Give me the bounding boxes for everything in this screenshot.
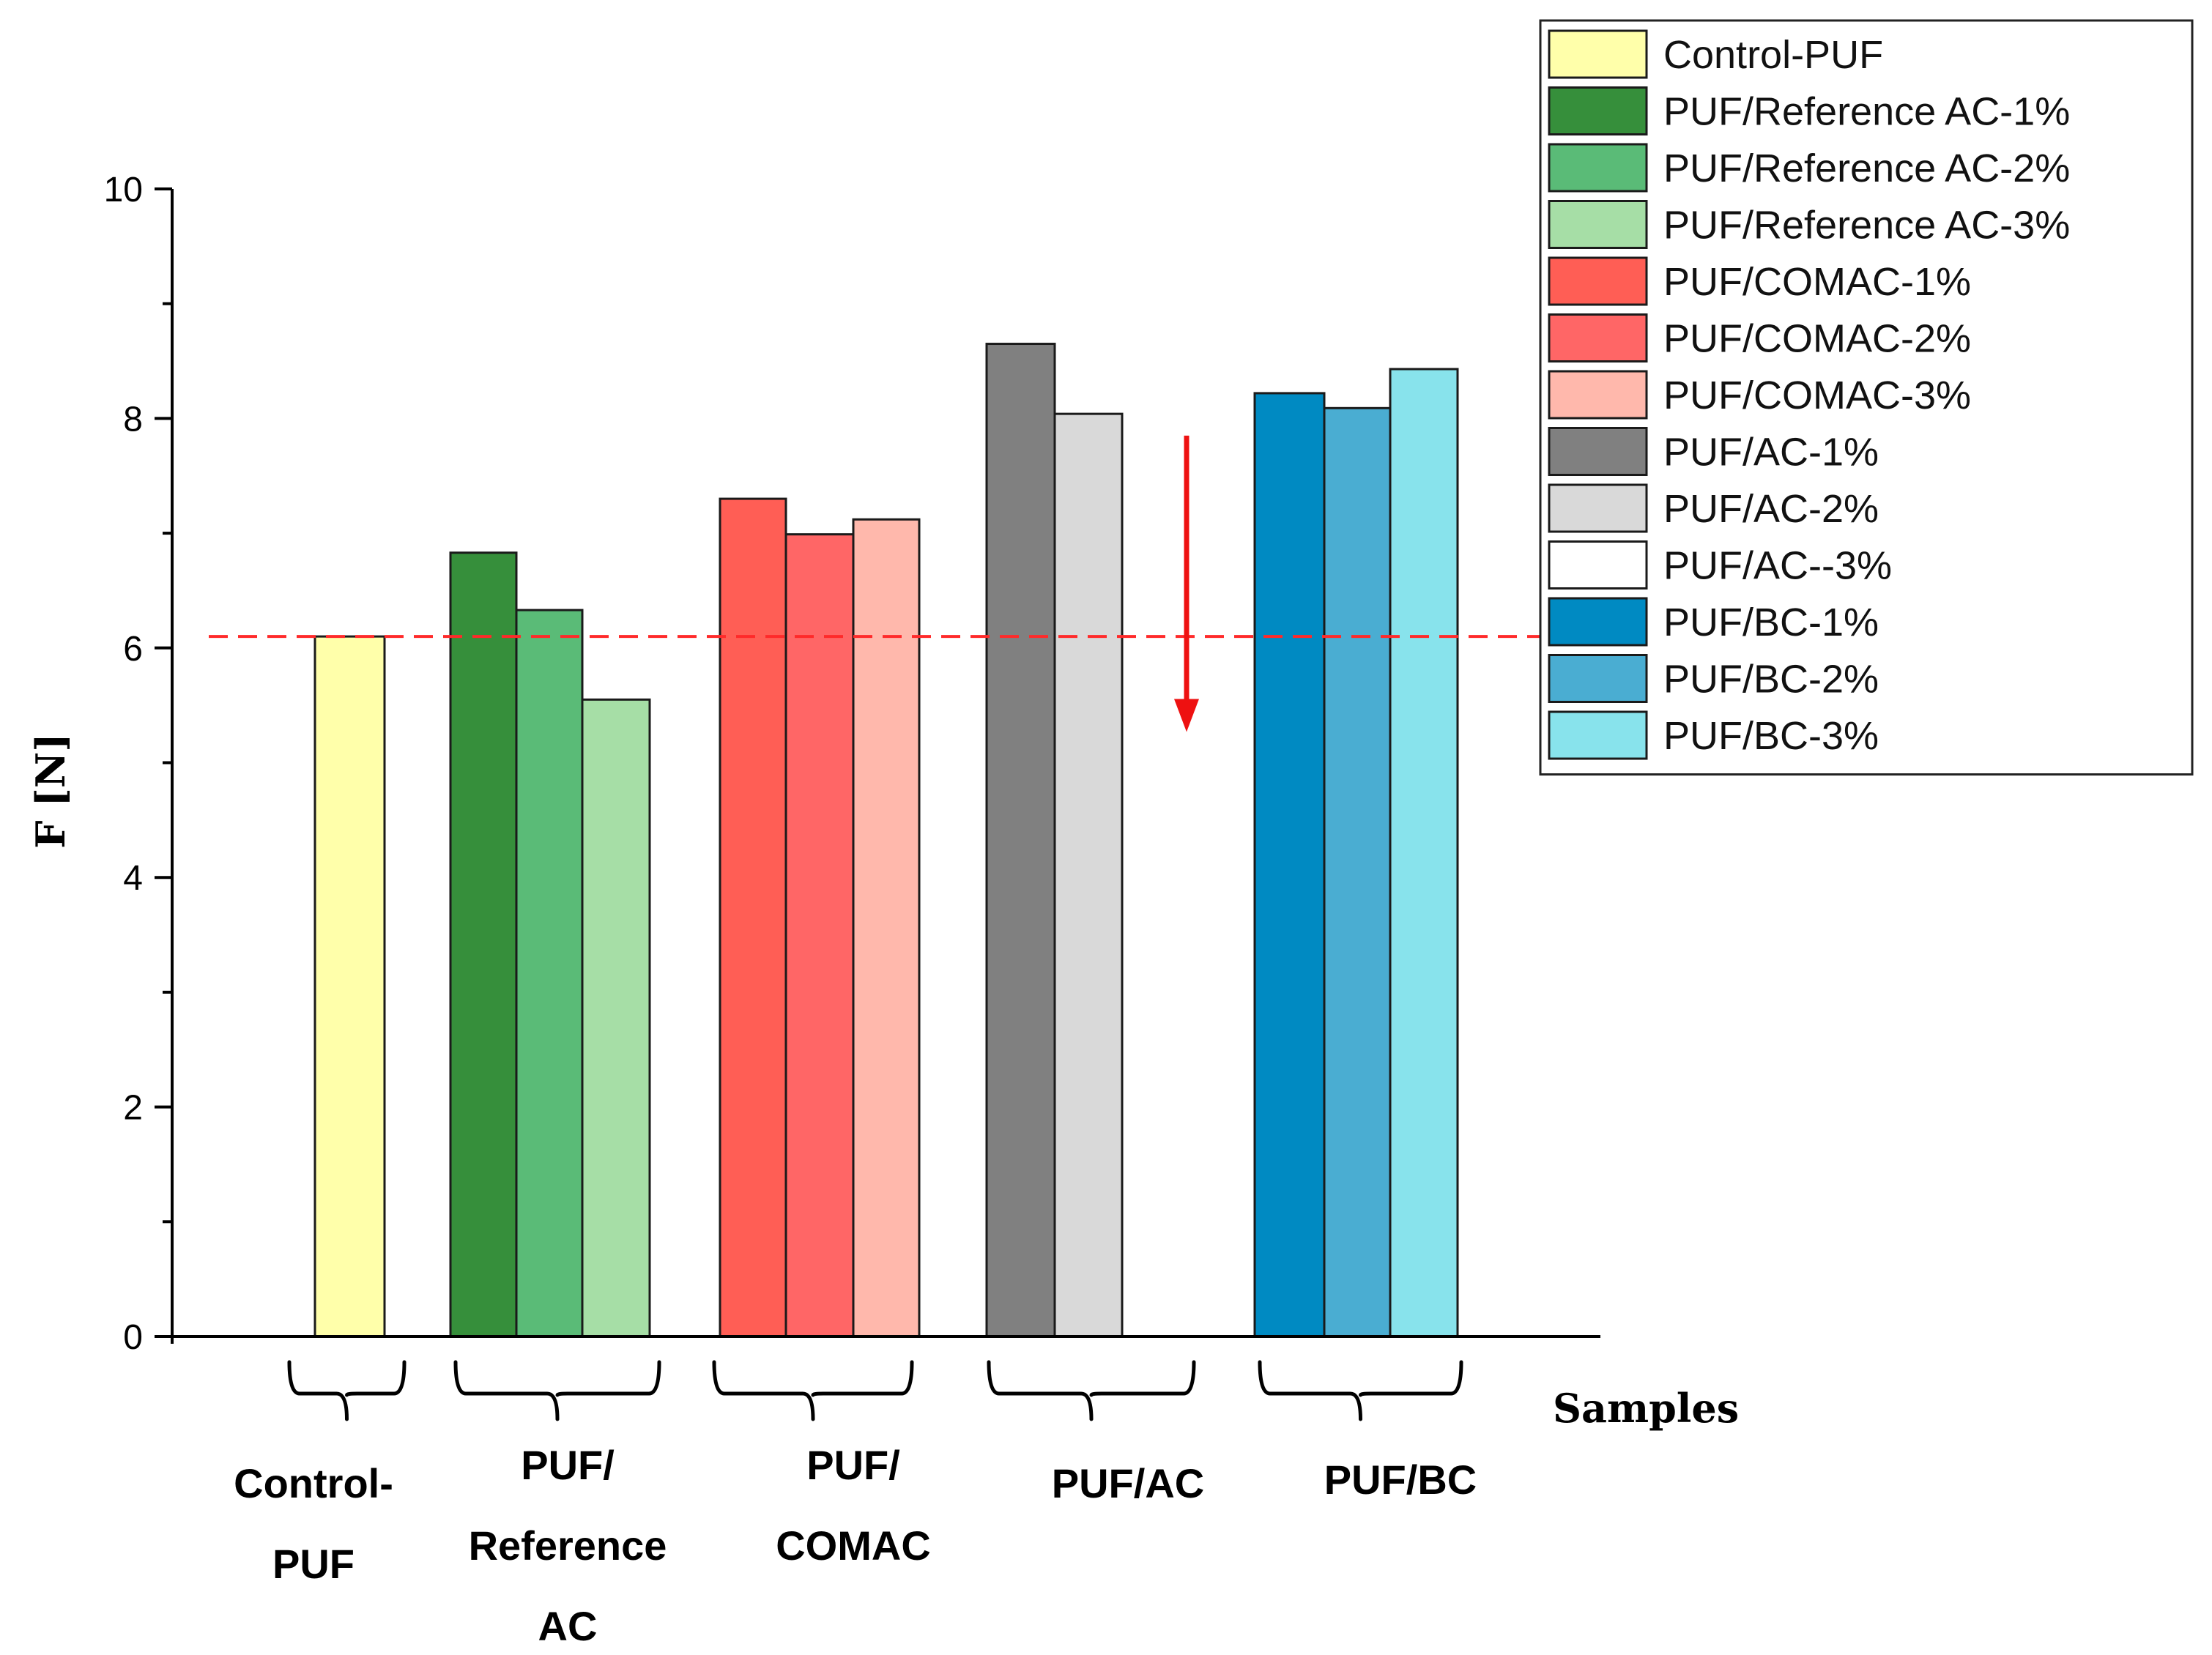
group-label: PUF/ — [806, 1442, 900, 1488]
bar-puf-reference-ac-2 — [515, 609, 584, 1338]
bar-puf-ac-1 — [985, 343, 1056, 1338]
legend-entry-label: PUF/COMAC-3% — [1663, 373, 1971, 417]
legend-box — [1539, 19, 2194, 776]
group-label: Control- — [234, 1460, 393, 1506]
bar-puf-reference-ac-3 — [581, 698, 651, 1338]
legend-entry-label: Control-PUF — [1663, 33, 1883, 77]
group-label: COMAC — [776, 1522, 931, 1569]
legend-swatch — [1548, 143, 1648, 193]
bars-layer — [313, 343, 1459, 1338]
y-tick-label: 10 — [104, 171, 143, 209]
legend-swatch — [1548, 86, 1648, 135]
legend-entry-label: PUF/AC-2% — [1663, 487, 1879, 531]
group-bracket — [987, 1360, 1196, 1421]
legend-entry-label: PUF/BC-3% — [1663, 714, 1879, 758]
bar-puf-reference-ac-1 — [449, 551, 518, 1338]
legend-entry-label: PUF/Reference AC-3% — [1663, 204, 2070, 248]
legend-swatch — [1548, 200, 1648, 249]
bar-puf-comac-3 — [852, 518, 921, 1338]
legend-swatch — [1548, 483, 1648, 533]
group-label: AC — [538, 1603, 598, 1649]
group-bracket — [287, 1360, 407, 1421]
bar-puf-ac-2 — [1053, 412, 1124, 1338]
y-tick-label: 6 — [123, 630, 143, 669]
legend-entry-label: PUF/AC-1% — [1663, 431, 1879, 475]
bar-puf-comac-2 — [784, 533, 855, 1338]
axes-layer: 0 2 4 6 8 10 — [104, 171, 1600, 1357]
group-labels-layer: Control- PUF PUF/Reference AC PUF/COMAC PUF/A… — [234, 1442, 1477, 1649]
bar-puf-comac-1 — [719, 497, 787, 1338]
legend-swatch — [1548, 710, 1648, 760]
bar-puf-bc-1 — [1253, 392, 1326, 1338]
legend-swatch — [1548, 654, 1648, 703]
legend-swatch — [1548, 540, 1648, 590]
legend-swatch — [1548, 256, 1648, 306]
arrow-head — [1174, 699, 1199, 732]
group-bracket — [1258, 1360, 1463, 1421]
legend-swatch — [1548, 427, 1648, 476]
legend-swatch — [1548, 597, 1648, 647]
group-label: PUF/ — [521, 1442, 615, 1488]
legend-entry-label: PUF/Reference AC-2% — [1663, 146, 2070, 190]
legend: Control-PUF PUF/Reference AC-1% PUF/Refere… — [1539, 19, 2194, 776]
group-brackets-layer — [287, 1360, 1463, 1421]
group-bracket — [453, 1360, 661, 1421]
legend-entry-label: PUF/BC-2% — [1663, 658, 1879, 702]
group-label: PUF — [272, 1541, 355, 1587]
annotation-arrow-layer — [1174, 435, 1199, 732]
x-axis-label: Samples — [1553, 1385, 1739, 1432]
group-label: Reference — [469, 1522, 667, 1569]
y-axis-label: F [N] — [27, 733, 74, 849]
legend-swatch — [1548, 313, 1648, 362]
bar-puf-bc-2 — [1323, 406, 1392, 1338]
legend-swatch — [1548, 29, 1648, 79]
y-tick-label: 4 — [123, 859, 143, 898]
legend-entry-label: PUF/COMAC-1% — [1663, 260, 1971, 304]
group-label: PUF/BC — [1324, 1457, 1477, 1503]
y-tick-label: 8 — [123, 400, 143, 439]
bar-puf-bc-3 — [1389, 368, 1459, 1338]
legend-entry-label: PUF/BC-1% — [1663, 600, 1879, 644]
legend-entry-label: PUF/AC--3% — [1663, 544, 1892, 588]
group-label: PUF/AC — [1052, 1460, 1204, 1506]
y-tick-label: 0 — [123, 1318, 143, 1357]
legend-entry-label: PUF/COMAC-2% — [1663, 317, 1971, 361]
legend-entry-label: PUF/Reference AC-1% — [1663, 90, 2070, 134]
group-bracket — [712, 1360, 914, 1421]
bar-control-puf — [313, 635, 386, 1338]
legend-swatch — [1548, 370, 1648, 420]
y-tick-label: 2 — [123, 1089, 143, 1128]
